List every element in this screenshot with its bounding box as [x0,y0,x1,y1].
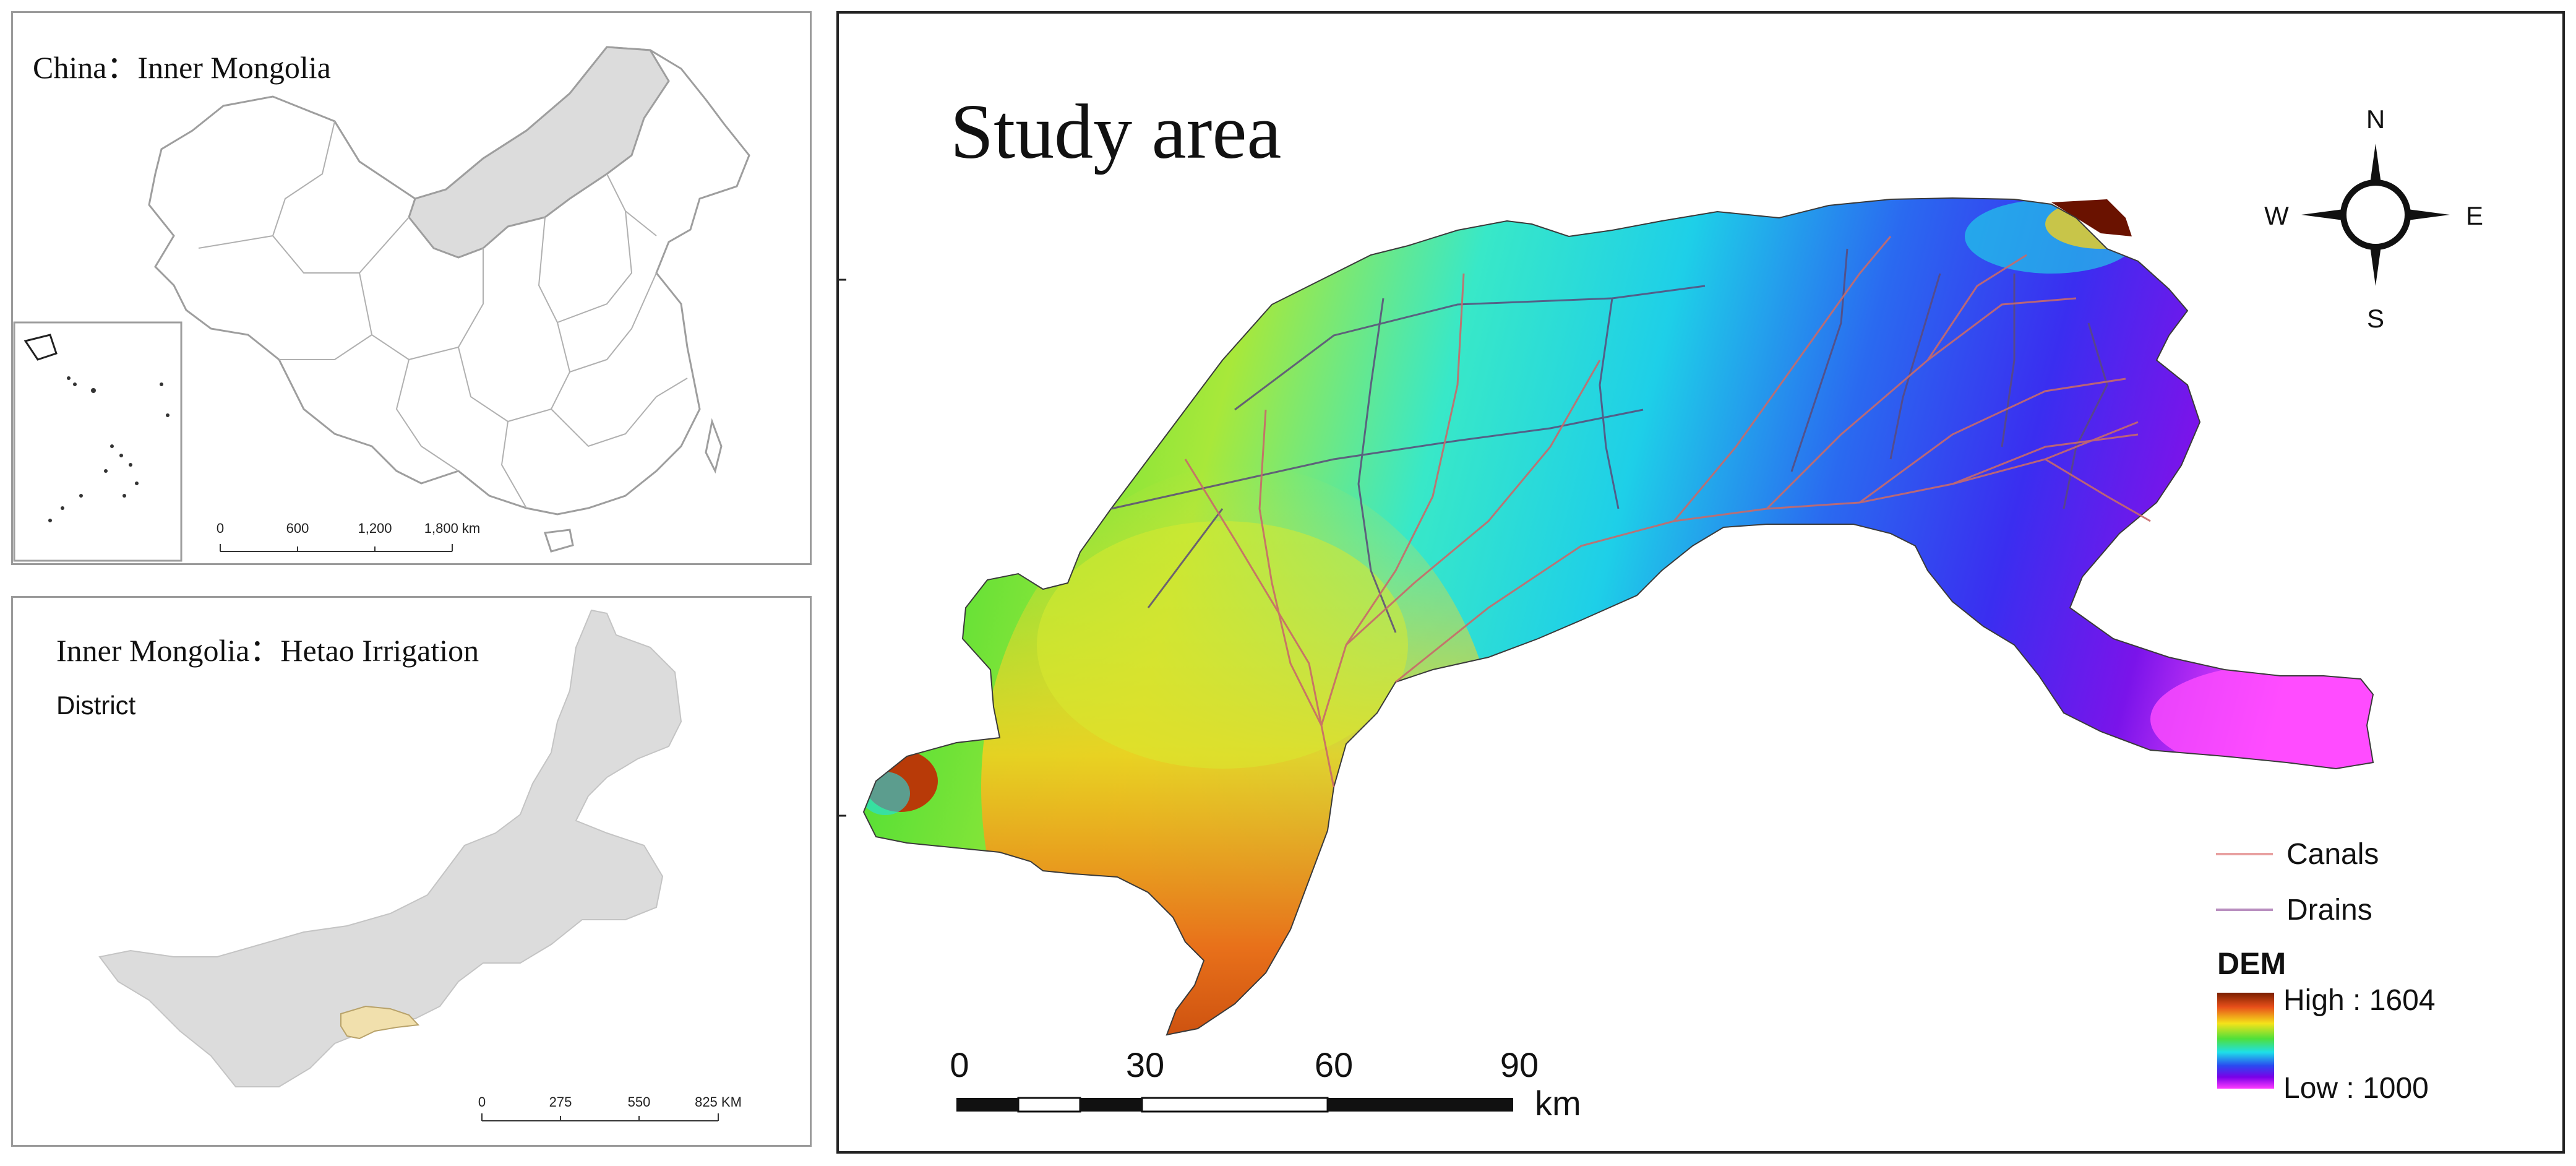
legend-dem-low: Low : 1000 [2283,1072,2429,1105]
dem-raster [864,198,2373,1035]
im-scale-550: 550 [628,1094,651,1110]
study-area-map: N S W E 0 30 60 90 km Canals Drains DEM [839,105,2483,1123]
china-scale-600: 600 [286,520,309,536]
inner-mongolia-locator-panel: Inner Mongolia：Hetao Irrigation District… [11,596,812,1147]
map-legend: Canals Drains DEM High : 1604 Low : 1000 [2216,838,2436,1105]
inner-mongolia-highlight [408,46,670,259]
compass-e: E [2466,201,2483,230]
china-locator-panel: China：Inner Mongolia [11,11,812,565]
china-scale-1200: 1,200 [358,520,392,536]
legend-dem-ramp [2217,993,2274,1089]
hainan-island [543,529,574,553]
legend-dem-title: DEM [2217,946,2286,981]
im-scale-275: 275 [549,1094,572,1110]
study-area-boundary [862,197,2374,1036]
legend-drains-label: Drains [2286,894,2372,926]
legend-canals-label: Canals [2286,838,2379,871]
study-area-title: Study area [950,89,1282,175]
province-boundaries [198,121,688,509]
compass-n: N [2366,105,2385,134]
study-scale-30: 30 [1126,1045,1164,1084]
study-scale-60: 60 [1315,1045,1353,1084]
canals-network [1184,236,2151,788]
study-area-panel: Study area [836,11,2565,1154]
china-panel-title: China：Inner Mongolia [33,50,331,85]
im-panel-subtitle: District [56,691,136,720]
taiwan-island [705,418,723,474]
study-scale-90: 90 [1500,1045,1539,1084]
dem-high-peak [2051,199,2132,236]
legend-dem-high: High : 1604 [2283,984,2436,1017]
im-scale-825: 825 KM [695,1094,742,1110]
study-scale-0: 0 [950,1045,969,1084]
im-scale-bar: 0 275 550 825 KM [478,1094,742,1121]
hetao-district-highlight [340,1005,420,1040]
compass-s: S [2367,304,2384,333]
china-scale-1800: 1,800 km [424,520,481,536]
compass-w: W [2264,201,2289,230]
inset-islands [24,334,170,522]
study-scale-bar: 0 30 60 90 km [950,1045,1581,1123]
china-scale-0: 0 [217,520,224,536]
inner-mongolia-region [98,609,682,1087]
study-scale-unit: km [1535,1084,1581,1123]
china-outline [148,46,750,516]
im-panel-title: Inner Mongolia：Hetao Irrigation [56,633,479,668]
im-scale-0: 0 [478,1094,486,1110]
inner-mongolia-map: 0 275 550 825 KM [98,609,742,1121]
china-map: 0 600 1,200 1,800 km [13,46,750,562]
south-china-sea-inset [13,321,182,562]
china-scale-bar: 0 600 1,200 1,800 km [217,520,481,552]
north-arrow-compass: N S W E [2264,105,2483,333]
